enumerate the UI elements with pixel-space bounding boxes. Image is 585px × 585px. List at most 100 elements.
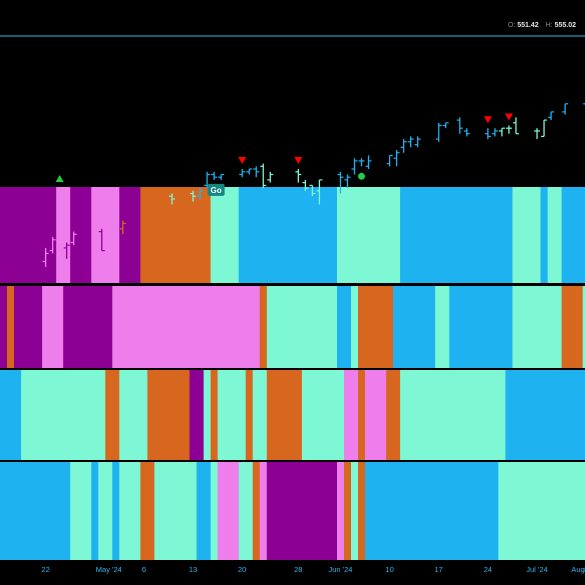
panel-4-segment <box>70 461 92 560</box>
panel-1-segment <box>147 186 211 283</box>
panel-2-segment <box>582 285 585 368</box>
panel-2-segment <box>42 285 64 368</box>
panel-3-segment <box>386 369 401 460</box>
panel-4-segment <box>0 461 71 560</box>
panel-2-segment <box>435 285 450 368</box>
panel-3-segment <box>210 369 218 460</box>
x-tick-label: Aug <box>571 565 584 574</box>
go-count-triangle <box>238 157 247 165</box>
go-count-triangle <box>483 116 492 124</box>
panel-4-segment <box>112 461 120 560</box>
panel-4-segment <box>196 461 211 560</box>
panel-3-segment <box>344 369 359 460</box>
panel-separator <box>0 368 585 370</box>
panel-3-segment <box>203 369 211 460</box>
panel-2-segment <box>561 285 584 368</box>
panel-4-segment <box>252 461 261 560</box>
panel-2-segment <box>259 285 268 368</box>
x-tick-label: 20 <box>238 565 246 574</box>
ohlc-readout: O: 551.42 H: 555.02 <box>508 22 581 29</box>
open-label: O: <box>507 22 516 29</box>
panel-4-segment <box>154 461 197 560</box>
panel-1-segment <box>400 186 513 283</box>
panel-1-segment <box>70 186 92 283</box>
panel-2-segment <box>0 285 8 368</box>
panel-2-segment <box>358 285 394 368</box>
panel-1-segment <box>512 186 541 283</box>
panel-3-segment <box>105 369 120 460</box>
x-tick-label: 17 <box>435 565 443 574</box>
price-bars <box>0 103 585 270</box>
panel-3-segment <box>301 369 345 460</box>
panel-4-segment <box>119 461 141 560</box>
panel-3-segment <box>217 369 247 460</box>
panel-3-segment <box>358 369 366 460</box>
go-label-text: Go <box>211 186 222 195</box>
panel-4-segment <box>140 461 155 560</box>
panel-4-segment <box>337 461 345 560</box>
go-count-triangle <box>504 113 513 121</box>
panel-2-segment <box>14 285 43 368</box>
panel-3-segment <box>245 369 254 460</box>
panel-4-segment <box>358 461 366 560</box>
panel-3-segment <box>400 369 506 460</box>
panel-1-segment <box>540 186 548 283</box>
panel-1-segment <box>547 186 562 283</box>
panel-4-segment <box>217 461 240 560</box>
go-count-triangle <box>294 157 303 165</box>
panel-4-segment <box>98 461 113 560</box>
go-labels: GoGoGo <box>207 183 225 196</box>
go-label-box <box>207 183 225 196</box>
panel-4-segment <box>210 461 218 560</box>
gotrend-panels <box>0 186 585 560</box>
panel-4-segment <box>498 461 506 560</box>
panel-1-segment <box>91 186 120 283</box>
panel-2-segment <box>351 285 359 368</box>
panel-1-segment <box>561 186 585 283</box>
panel-4-segment <box>238 461 254 560</box>
panel-4-segment <box>351 461 359 560</box>
panel-4-segment <box>365 461 499 560</box>
panel-3-segment <box>505 369 585 460</box>
signal-markers <box>55 113 513 182</box>
panel-3-segment <box>119 369 148 460</box>
panel-4-segment <box>259 461 268 560</box>
panel-3-segment <box>0 369 22 460</box>
panel-2-segment <box>63 285 113 368</box>
panel-3-segment <box>21 369 50 460</box>
panel-2-segment <box>512 285 562 368</box>
x-tick-label: 24 <box>484 565 492 574</box>
panel-2-segment <box>112 285 261 368</box>
panel-2-segment <box>266 285 338 368</box>
panel-3-segment <box>49 369 71 460</box>
panel-separator <box>0 460 585 462</box>
go-trend-dot <box>358 172 366 180</box>
panel-separator <box>0 284 585 286</box>
panel-3-segment <box>252 369 268 460</box>
panel-3-segment <box>365 369 387 460</box>
go-label: Go <box>207 183 225 196</box>
panel-3-segment <box>189 369 204 460</box>
x-tick-label: 6 <box>142 565 146 574</box>
panel-4-segment <box>505 461 585 560</box>
panel-2-segment <box>449 285 513 368</box>
panel-separator <box>0 185 585 187</box>
panel-separator <box>0 560 585 562</box>
panel-2-segment <box>337 285 352 368</box>
panel-1-segment <box>56 186 71 283</box>
panel-3-segment <box>147 369 190 460</box>
panel-2-segment <box>393 285 436 368</box>
up-triangle <box>55 175 64 182</box>
panel-4-segment <box>91 461 99 560</box>
panel-3-segment <box>266 369 303 460</box>
panel-separators <box>0 185 585 562</box>
x-tick-label: 28 <box>294 565 302 574</box>
panel-3-segment <box>70 369 106 460</box>
open-value: 551.42 <box>517 22 539 29</box>
high-value: 555.02 <box>554 22 576 29</box>
panel-1-segment <box>210 186 240 283</box>
panel-1-segment <box>238 186 338 283</box>
x-tick-label: Jun '24 <box>329 565 353 574</box>
